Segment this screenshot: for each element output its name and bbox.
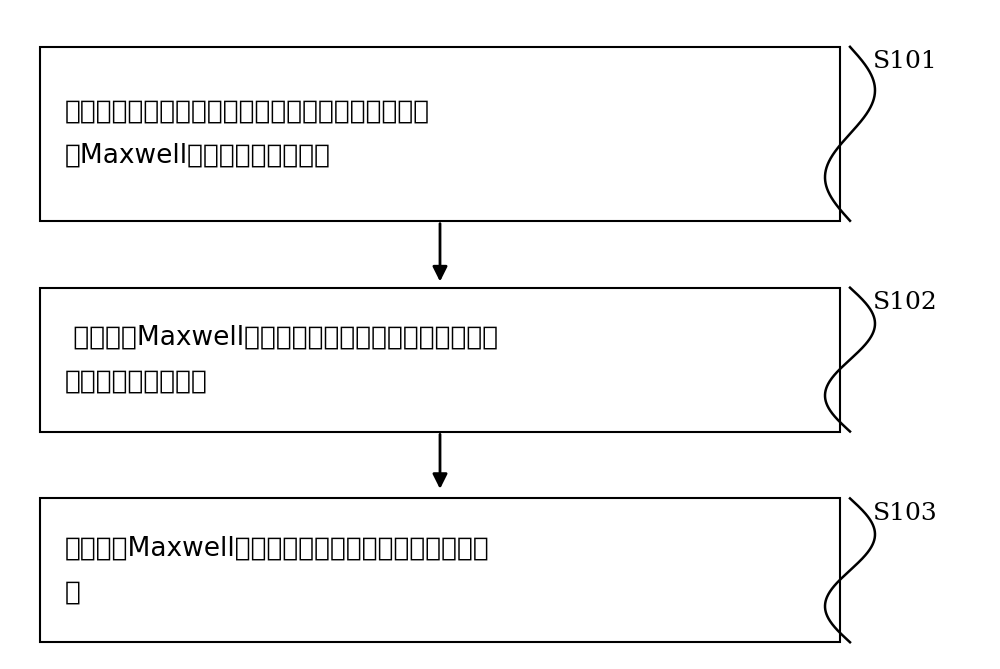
Text: S103: S103 <box>873 502 937 524</box>
Text: 正: 正 <box>65 579 81 605</box>
Text: 基于电磁方程的深度学习求解模型，结合神经网络建: 基于电磁方程的深度学习求解模型，结合神经网络建 <box>65 99 430 125</box>
FancyBboxPatch shape <box>40 47 840 221</box>
Text: 立Maxwell方程的神经网络模型: 立Maxwell方程的神经网络模型 <box>65 142 331 169</box>
Text: 通过所述Maxwell方程的神经网络模型对所述解进行修: 通过所述Maxwell方程的神经网络模型对所述解进行修 <box>65 536 490 561</box>
Text: 磁特性分布进行求解: 磁特性分布进行求解 <box>65 369 208 394</box>
Text: S102: S102 <box>873 291 937 314</box>
FancyBboxPatch shape <box>40 288 840 432</box>
Text: 利用所述Maxwell方程的神经网络模型对装备空间的电: 利用所述Maxwell方程的神经网络模型对装备空间的电 <box>65 325 498 351</box>
Text: S101: S101 <box>873 50 937 73</box>
FancyBboxPatch shape <box>40 498 840 642</box>
